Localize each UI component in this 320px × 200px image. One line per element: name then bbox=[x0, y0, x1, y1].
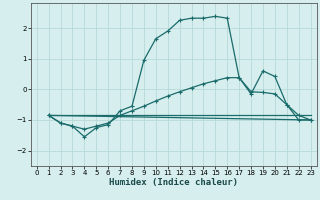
X-axis label: Humidex (Indice chaleur): Humidex (Indice chaleur) bbox=[109, 178, 238, 187]
